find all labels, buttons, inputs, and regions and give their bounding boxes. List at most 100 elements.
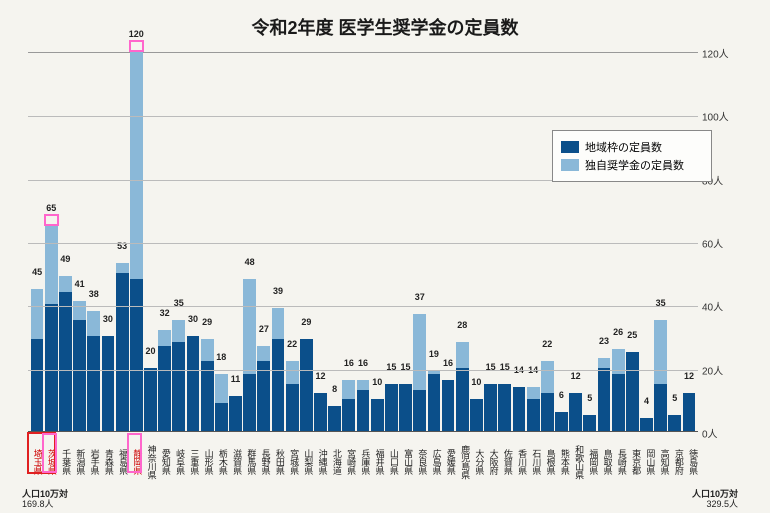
- x-tick-label: 青森県: [100, 434, 113, 489]
- bar-segment-dark: [498, 384, 511, 432]
- x-tick-label: 大分県: [470, 434, 483, 489]
- x-tick-label: 兵庫県: [356, 434, 369, 489]
- x-tick-label: 福島県: [114, 434, 127, 489]
- bar-value-label: 5: [672, 393, 677, 404]
- bar-value-label: 19: [429, 349, 439, 360]
- bar-value-label: 30: [188, 314, 198, 325]
- x-tick-label: 沖縄県: [314, 434, 327, 489]
- y-tick-label: 100人: [702, 109, 732, 124]
- bar-slot: 11: [229, 396, 242, 431]
- bar-segment-light: [654, 320, 667, 383]
- x-tick-label: 大阪府: [485, 434, 498, 489]
- x-tick-label: 栃木県: [214, 434, 227, 489]
- bar-segment-dark: [612, 374, 625, 431]
- bar-value-label: 38: [89, 289, 99, 300]
- bar-segment-dark: [187, 336, 200, 431]
- bar-segment-light: [59, 276, 72, 292]
- bar-slot: 32: [158, 330, 171, 431]
- x-tick-label: 鹿児島県: [456, 434, 469, 489]
- bar-slot: 12: [683, 393, 696, 431]
- bar-value-label: 22: [287, 339, 297, 350]
- bar-slot: 25: [626, 352, 639, 431]
- bar-segment-dark: [569, 393, 582, 431]
- legend-item: 独自奨学金の定員数: [561, 157, 703, 173]
- bar-segment-dark: [45, 304, 58, 431]
- x-tick-label: 千葉県: [57, 434, 70, 489]
- bar-value-label: 35: [174, 298, 184, 309]
- bar-segment-dark: [683, 393, 696, 431]
- bar-segment-light: [357, 380, 370, 390]
- bar-slot: 41: [73, 301, 86, 431]
- x-tick-label: 高知県: [656, 434, 669, 489]
- x-tick-label: 神奈川県: [143, 434, 156, 489]
- bar-segment-dark: [555, 412, 568, 431]
- bar-slot: 22: [286, 361, 299, 431]
- footnote-right-value: 329.5人: [692, 500, 738, 510]
- bar-segment-light: [286, 361, 299, 383]
- bar-slot: 22: [541, 361, 554, 431]
- bar-segment-dark: [668, 415, 681, 431]
- highlight-box-pink-label: [42, 433, 57, 473]
- x-tick-label: 三重県: [185, 434, 198, 489]
- bar-slot: 16: [442, 380, 455, 431]
- bar-slot: 16: [342, 380, 355, 431]
- x-tick-label: 和歌山県: [570, 434, 583, 489]
- legend-swatch: [561, 159, 579, 171]
- y-tick-label: 20人: [702, 362, 732, 377]
- legend-label: 地域枠の定員数: [585, 139, 662, 155]
- bar-segment-dark: [272, 339, 285, 431]
- bar-segment-light: [413, 314, 426, 390]
- y-tick-label: 120人: [702, 46, 732, 61]
- bar-value-label: 12: [571, 371, 581, 382]
- x-tick-label: 福井県: [371, 434, 384, 489]
- bar-slot: 30: [187, 336, 200, 431]
- bar-value-label: 28: [457, 320, 467, 331]
- x-tick-label: 広島県: [428, 434, 441, 489]
- bar-slot: 8: [328, 406, 341, 431]
- bar-segment-light: [87, 311, 100, 336]
- x-tick-label: 熊本県: [556, 434, 569, 489]
- bar-segment-light: [215, 374, 228, 403]
- bar-value-label: 10: [471, 377, 481, 388]
- x-tick-label: 岡山県: [641, 434, 654, 489]
- bar-slot: 20: [144, 368, 157, 431]
- bar-segment-dark: [328, 406, 341, 431]
- x-tick-label: 東京都: [627, 434, 640, 489]
- x-tick-label: 香川県: [513, 434, 526, 489]
- bar-segment-light: [45, 225, 58, 304]
- bar-segment-light: [243, 279, 256, 374]
- legend-label: 独自奨学金の定員数: [585, 157, 684, 173]
- bar-slot: 14: [527, 387, 540, 431]
- bar-segment-light: [172, 320, 185, 342]
- chart-title: 令和2年度 医学生奨学金の定員数: [0, 14, 770, 40]
- bar-segment-dark: [158, 346, 171, 432]
- bar-slot: 48: [243, 279, 256, 431]
- bar-slot: 29: [300, 339, 313, 431]
- bar-segment-dark: [385, 384, 398, 432]
- bar-segment-dark: [31, 339, 44, 431]
- bar-value-label: 30: [103, 314, 113, 325]
- bar-slot: 35: [654, 320, 667, 431]
- bar-segment-dark: [428, 374, 441, 431]
- bar-segment-dark: [314, 393, 327, 431]
- bar-segment-dark: [357, 390, 370, 431]
- bar-slot: 5: [583, 415, 596, 431]
- legend-item: 地域枠の定員数: [561, 139, 703, 155]
- bar-segment-dark: [598, 368, 611, 431]
- x-tick-label: 愛媛県: [442, 434, 455, 489]
- x-tick-label: 富山県: [399, 434, 412, 489]
- x-tick-label: 京都府: [670, 434, 683, 489]
- x-tick-label: 宮城県: [285, 434, 298, 489]
- bar-value-label: 15: [386, 362, 396, 373]
- y-tick-label: 0人: [702, 426, 732, 441]
- bar-segment-dark: [456, 368, 469, 431]
- bar-segment-dark: [654, 384, 667, 432]
- footnote-left: 人口10万対 169.8人: [22, 490, 68, 510]
- footnote-right: 人口10万対 329.5人: [692, 490, 738, 510]
- bar-value-label: 20: [145, 346, 155, 357]
- bar-segment-dark: [541, 393, 554, 431]
- bar-segment-dark: [286, 384, 299, 432]
- bar-segment-light: [31, 289, 44, 340]
- bar-value-label: 29: [301, 317, 311, 328]
- bar-slot: 6: [555, 412, 568, 431]
